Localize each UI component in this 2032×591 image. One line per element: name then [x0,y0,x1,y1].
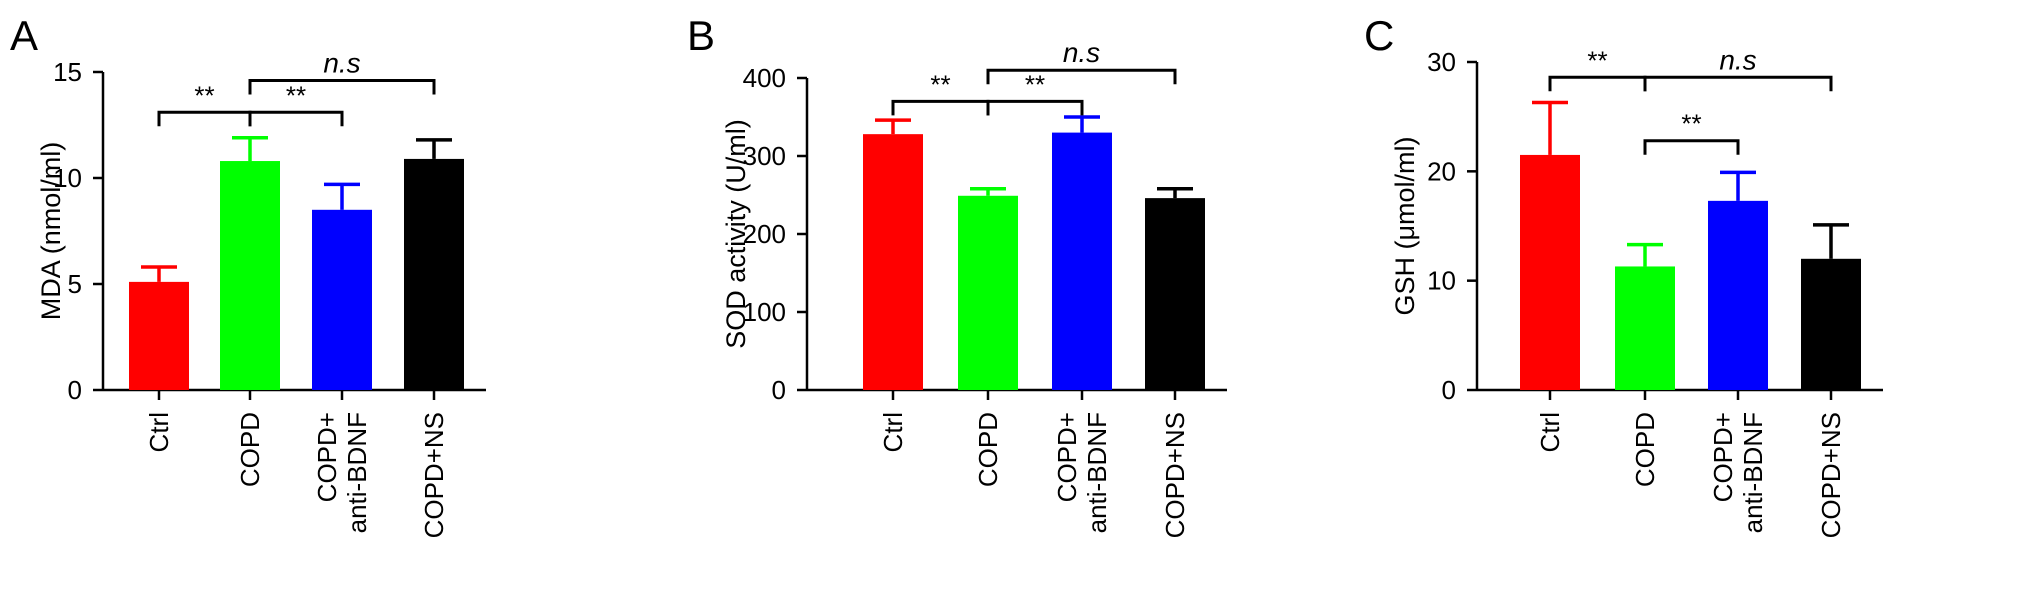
y-tick-label: 400 [743,63,786,93]
x-tick-label: COPD [235,412,265,487]
mda-chart: 0 5 10 15 MDA (nmol/ml) Ctrl COPD COPD+ anti-BDN… [36,47,486,538]
bar [312,209,372,390]
significance-label: ** [1681,109,1701,139]
panel-label: C [1364,12,1395,59]
significance-label: ** [194,80,214,110]
significance-label: n.s [1719,44,1756,75]
y-tick-label: 300 [743,141,786,171]
panel-a: A 0 5 10 15 MDA (nmol/ml) Ctrl COPD COPD+ anti-B… [0,0,677,586]
y-axis-title: MDA (nmol/ml) [36,142,66,321]
x-tick-label: COPD+NS [1816,412,1846,538]
significance-label: n.s [1063,37,1100,68]
significance-bracket [248,110,344,127]
y-tick-label: 20 [1427,156,1456,186]
y-tick-label: 200 [743,219,786,249]
significance-label: ** [930,69,950,99]
bar [1520,154,1580,390]
significance-bracket [986,99,1084,116]
x-tick-label: Ctrl [1535,412,1565,452]
y-tick-label: 0 [772,375,786,405]
x-tick-label: COPD [973,412,1003,487]
bar [129,281,189,390]
y-tick-label: 0 [1442,375,1456,405]
significance-bracket [891,99,990,116]
significance-label: ** [286,80,306,110]
panel-label: A [10,12,39,59]
x-tick-label: Ctrl [878,412,908,452]
bar [863,134,923,390]
y-tick-label: 5 [68,269,82,299]
significance-bracket [248,78,436,95]
significance-label: n.s [323,47,360,78]
bar [220,161,280,390]
panel-label: B [687,12,716,59]
y-axis-title: GSH (μmol/ml) [1390,136,1420,315]
x-tick-label: COPD+ [312,412,342,502]
bar [404,158,464,390]
significance-bracket [986,68,1177,85]
significance-bracket [157,110,252,127]
x-tick-label: anti-BDNF [1082,412,1112,533]
panel-c: C 0 10 20 30 GSH (μmol/ml) Ctrl COPD COPD+ anti-… [1354,0,2031,586]
x-tick-label: anti-BDNF [1738,412,1768,533]
significance-bracket [1643,139,1740,155]
x-tick-label: COPD+ [1708,412,1738,502]
y-tick-label: 100 [743,297,786,327]
bar [1708,200,1768,390]
x-tick-label: COPD [1630,412,1660,487]
bar [1052,132,1112,390]
x-tick-label: COPD+NS [1160,412,1190,538]
bar [958,195,1018,390]
significance-label: ** [1025,69,1045,99]
significance-bracket [1643,75,1833,92]
significance-label: ** [1587,45,1607,75]
y-tick-label: 30 [1427,47,1456,77]
y-tick-label: 0 [68,375,82,405]
panel-b: B 0 100 200 300 400 SOD activity (U/ml) Ctrl CO… [677,0,1354,586]
x-tick-label: Ctrl [144,412,174,452]
x-tick-label: COPD+ [1052,412,1082,502]
y-axis-title: SOD activity (U/ml) [721,119,751,349]
y-tick-label: 15 [53,57,82,87]
x-tick-label: COPD+NS [419,412,449,538]
gsh-chart: 0 10 20 30 GSH (μmol/ml) Ctrl COPD COPD+ anti-BD… [1390,44,1883,538]
y-tick-label: 10 [1427,266,1456,296]
y-tick-label: 10 [53,163,82,193]
sod-chart: 0 100 200 300 400 SOD activity (U/ml) Ctrl COPD… [721,37,1227,538]
bar [1615,266,1675,390]
x-tick-label: anti-BDNF [342,412,372,533]
significance-bracket [1548,75,1647,92]
bar [1801,258,1861,390]
bar [1145,198,1205,390]
